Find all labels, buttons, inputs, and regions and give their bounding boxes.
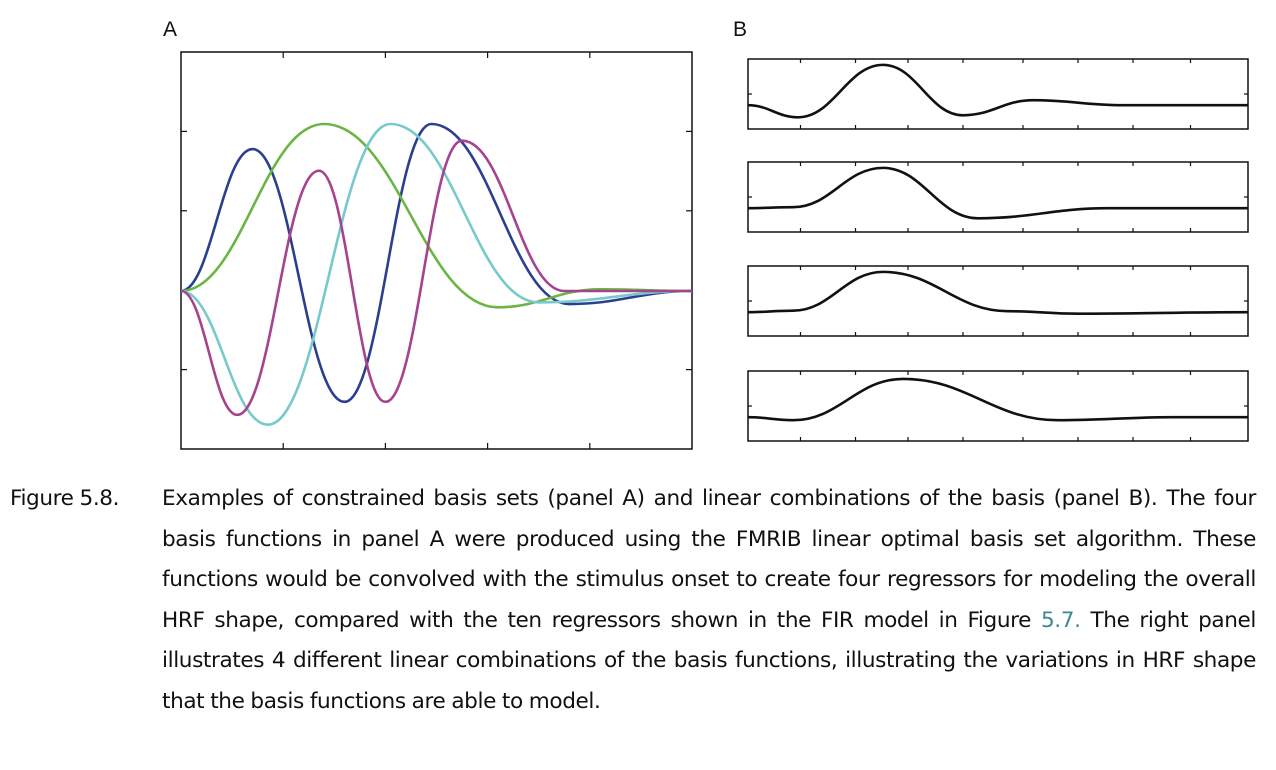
caption-text-part2: The right panel illustrates 4 different …	[162, 607, 1256, 714]
figure-reference-link[interactable]: 5.7.	[1040, 607, 1081, 633]
panel-b-plot-1-frame	[747, 58, 1249, 130]
panel-a-series-line-4	[180, 139, 692, 417]
panel-b-combination-line-4	[747, 377, 1248, 422]
panel-a-series-line-3	[180, 122, 693, 426]
panel-b-combination-line-1	[747, 63, 1248, 119]
caption-label: Figure 5.8.	[10, 486, 120, 511]
caption-text-part1: Examples of constrained basis sets (pane…	[162, 486, 1256, 633]
panel-a-series-line-1	[180, 122, 693, 404]
panel-b-plots	[747, 58, 1249, 442]
figure-svg	[180, 51, 1249, 450]
panel-a-label: A	[163, 18, 178, 41]
panel-b-combination-line-3	[747, 270, 1249, 316]
panel-a-frame	[180, 51, 693, 450]
caption-text: Examples of constrained basis sets (pane…	[162, 479, 1256, 723]
panel-a-series-line-2	[180, 122, 693, 309]
panel-b-label: B	[733, 18, 748, 41]
panel-a-plot	[180, 51, 693, 450]
panel-b-combination-line-2	[747, 166, 1248, 220]
